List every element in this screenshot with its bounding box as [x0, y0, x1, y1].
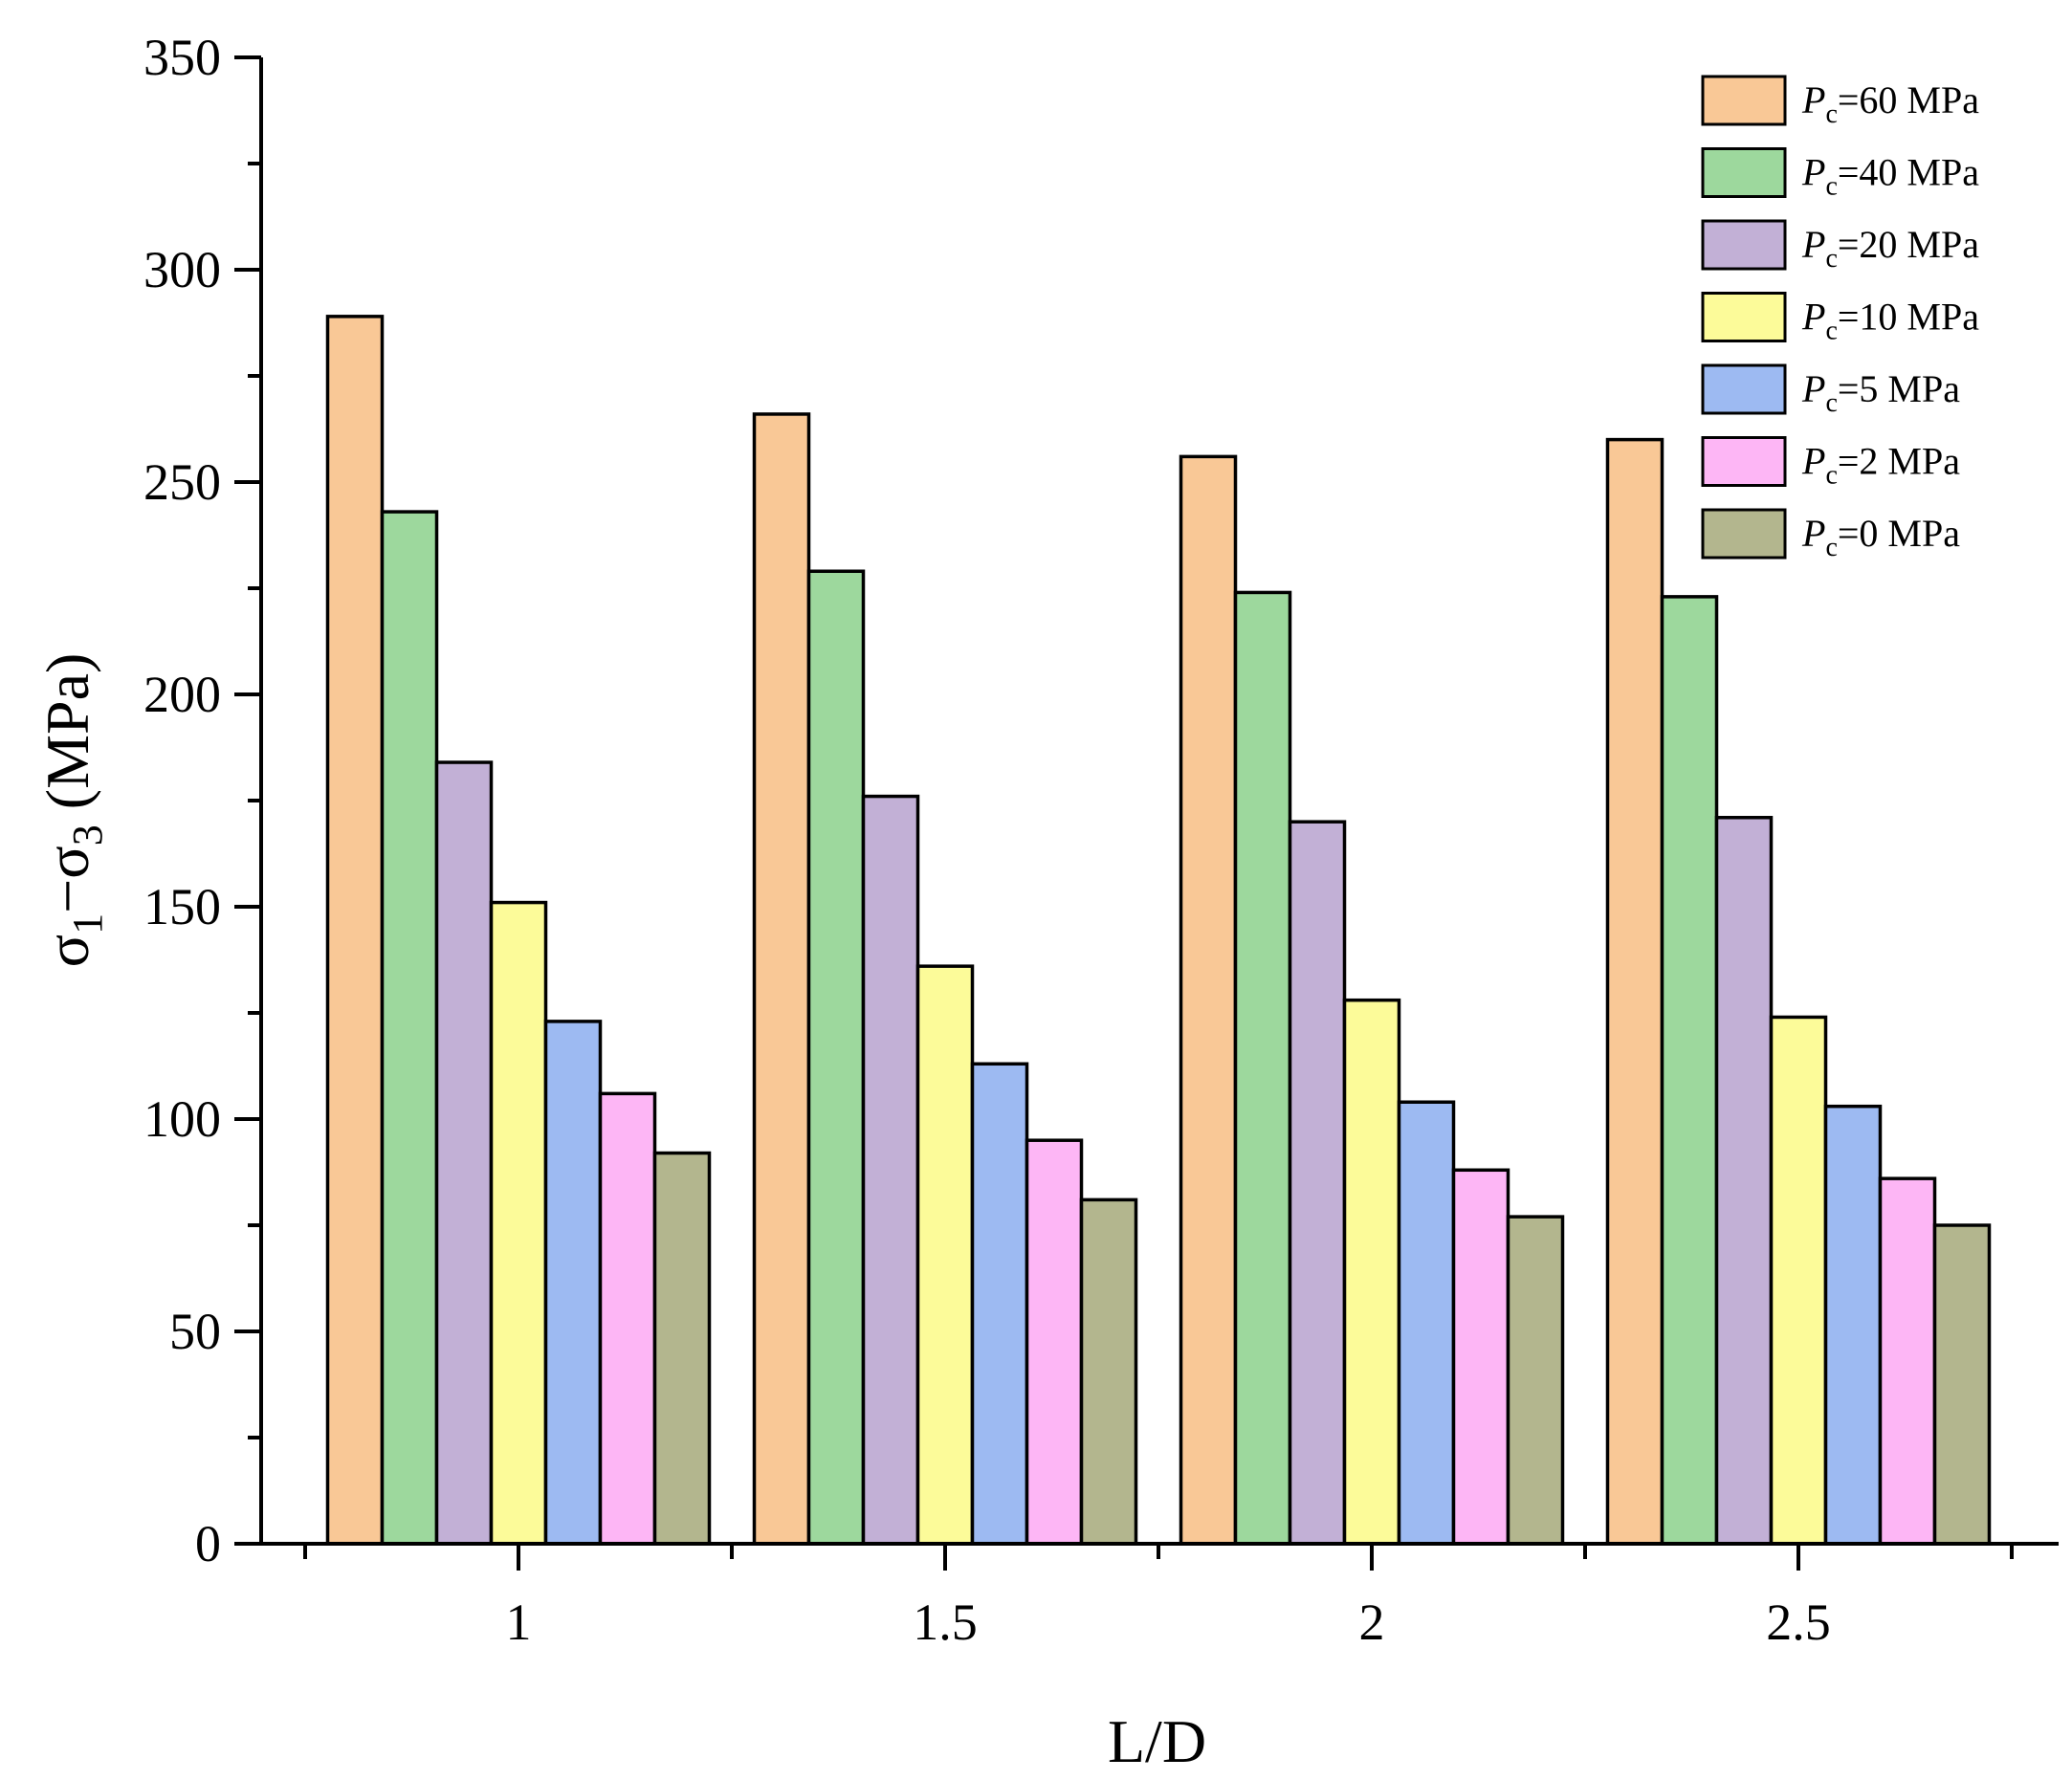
legend-item: Pc=60 MPa [1701, 75, 1979, 129]
legend-label: Pc=2 MPa [1801, 440, 1960, 491]
legend-label: Pc=20 MPa [1801, 223, 1979, 274]
bar-pc-2-mpa-2 [1451, 1168, 1510, 1546]
bar-pc-20-mpa-2_5 [1714, 816, 1774, 1546]
legend-item: Pc=2 MPa [1701, 436, 1960, 491]
legend-label-prefix: P [1801, 440, 1825, 483]
legend-item: Pc=0 MPa [1701, 508, 1960, 562]
x-tick-label-2_5: 2.5 [1766, 1593, 1831, 1651]
y-axis-title-part: −σ [33, 846, 101, 913]
bar-pc-10-mpa-1_5 [915, 964, 975, 1546]
legend-item: Pc=5 MPa [1701, 363, 1960, 418]
bar-pc-40-mpa-2_5 [1660, 595, 1719, 1546]
legend-swatch [1701, 292, 1787, 342]
legend-label-text: =60 MPa [1838, 78, 1979, 121]
bar-pc-0-mpa-2_5 [1932, 1223, 1992, 1546]
y-axis-title-part: σ [33, 934, 101, 968]
legend-label-text: =0 MPa [1838, 512, 1960, 555]
legend-swatch [1701, 147, 1787, 198]
legend-item: Pc=20 MPa [1701, 219, 1979, 274]
y-tick-label-0: 0 [195, 1515, 221, 1572]
bar-pc-40-mpa-1 [380, 510, 439, 1546]
bar-pc-0-mpa-1_5 [1079, 1198, 1138, 1546]
legend-label-sub: c [1825, 172, 1837, 202]
bar-pc-0-mpa-1 [652, 1151, 712, 1546]
bar-pc-60-mpa-1 [325, 315, 385, 1546]
y-tick-label-200: 200 [143, 666, 221, 723]
bar-pc-20-mpa-2 [1288, 820, 1347, 1546]
bar-pc-2-mpa-1_5 [1025, 1138, 1084, 1546]
legend-label-sub: c [1825, 461, 1837, 491]
legend-swatch [1701, 219, 1787, 271]
bar-pc-0-mpa-2 [1506, 1215, 1565, 1546]
bar-pc-5-mpa-1_5 [970, 1062, 1029, 1546]
legend-label-prefix: P [1801, 367, 1825, 410]
y-tick-label-350: 350 [143, 29, 221, 86]
legend-label-sub: c [1825, 244, 1837, 274]
bar-pc-20-mpa-1 [434, 760, 494, 1546]
legend-item: Pc=40 MPa [1701, 147, 1979, 202]
legend-label: Pc=0 MPa [1801, 512, 1960, 562]
legend-label-sub: c [1825, 533, 1837, 562]
bar-pc-2-mpa-2_5 [1878, 1176, 1937, 1546]
bar-pc-40-mpa-1_5 [806, 569, 866, 1546]
y-tick-label-50: 50 [169, 1303, 221, 1360]
bar-pc-60-mpa-1_5 [752, 412, 811, 1546]
axes-layer: 0 50 100 150 200 250 300 350 1 1.5 2 2.5 [143, 29, 2059, 1651]
y-axis-title: σ1−σ3 (MPa) [33, 653, 111, 968]
bar-pc-20-mpa-1_5 [861, 794, 920, 1546]
bar-pc-5-mpa-1 [543, 1020, 603, 1546]
legend-label-sub: c [1825, 388, 1837, 418]
bar-pc-60-mpa-2_5 [1605, 437, 1664, 1546]
bar-pc-10-mpa-2 [1342, 998, 1401, 1546]
bar-pc-5-mpa-2_5 [1823, 1104, 1883, 1546]
x-tick-label-1_5: 1.5 [913, 1593, 978, 1651]
y-axis-title-part: (MPa) [33, 653, 101, 825]
legend-label: Pc=60 MPa [1801, 78, 1979, 129]
legend-label-text: =20 MPa [1838, 223, 1979, 266]
legend-label: Pc=40 MPa [1801, 151, 1979, 202]
bar-pc-5-mpa-2 [1397, 1100, 1456, 1546]
bar-pc-40-mpa-2 [1233, 590, 1292, 1546]
legend-label-prefix: P [1801, 296, 1825, 339]
legend-swatch [1701, 363, 1787, 415]
legend-label-prefix: P [1801, 223, 1825, 266]
legend-label-prefix: P [1801, 512, 1825, 555]
legend-label-text: =5 MPa [1838, 367, 1960, 410]
x-tick-label-1: 1 [506, 1593, 532, 1651]
legend-swatch [1701, 75, 1787, 126]
bars-layer [325, 315, 1992, 1546]
legend-label-text: =10 MPa [1838, 296, 1979, 339]
y-axis-title-part: 1 [64, 913, 111, 934]
axis-titles: L/Dσ1−σ3 (MPa) [33, 653, 1206, 1775]
legend-label-sub: c [1825, 99, 1837, 129]
y-tick-label-100: 100 [143, 1090, 221, 1148]
bar-pc-60-mpa-2 [1179, 454, 1238, 1546]
legend-label-prefix: P [1801, 151, 1825, 194]
bar-pc-2-mpa-1 [598, 1091, 657, 1546]
bar-pc-10-mpa-1 [489, 900, 548, 1546]
y-tick-label-250: 250 [143, 453, 221, 511]
legend-label-text: =40 MPa [1838, 151, 1979, 194]
y-tick-label-150: 150 [143, 878, 221, 935]
bar-pc-10-mpa-2_5 [1769, 1015, 1828, 1546]
x-axis-title: L/D [1108, 1707, 1206, 1775]
legend-label-text: =2 MPa [1838, 440, 1960, 483]
legend-item: Pc=10 MPa [1701, 292, 1979, 346]
legend-swatch [1701, 508, 1787, 560]
y-axis-title-part: 3 [64, 824, 111, 846]
legend-label: Pc=10 MPa [1801, 296, 1979, 346]
legend-label: Pc=5 MPa [1801, 367, 1960, 418]
y-tick-label-300: 300 [143, 241, 221, 298]
legend-label-prefix: P [1801, 78, 1825, 121]
x-tick-label-2: 2 [1359, 1593, 1385, 1651]
legend-swatch [1701, 436, 1787, 487]
legend-label-sub: c [1825, 317, 1837, 346]
